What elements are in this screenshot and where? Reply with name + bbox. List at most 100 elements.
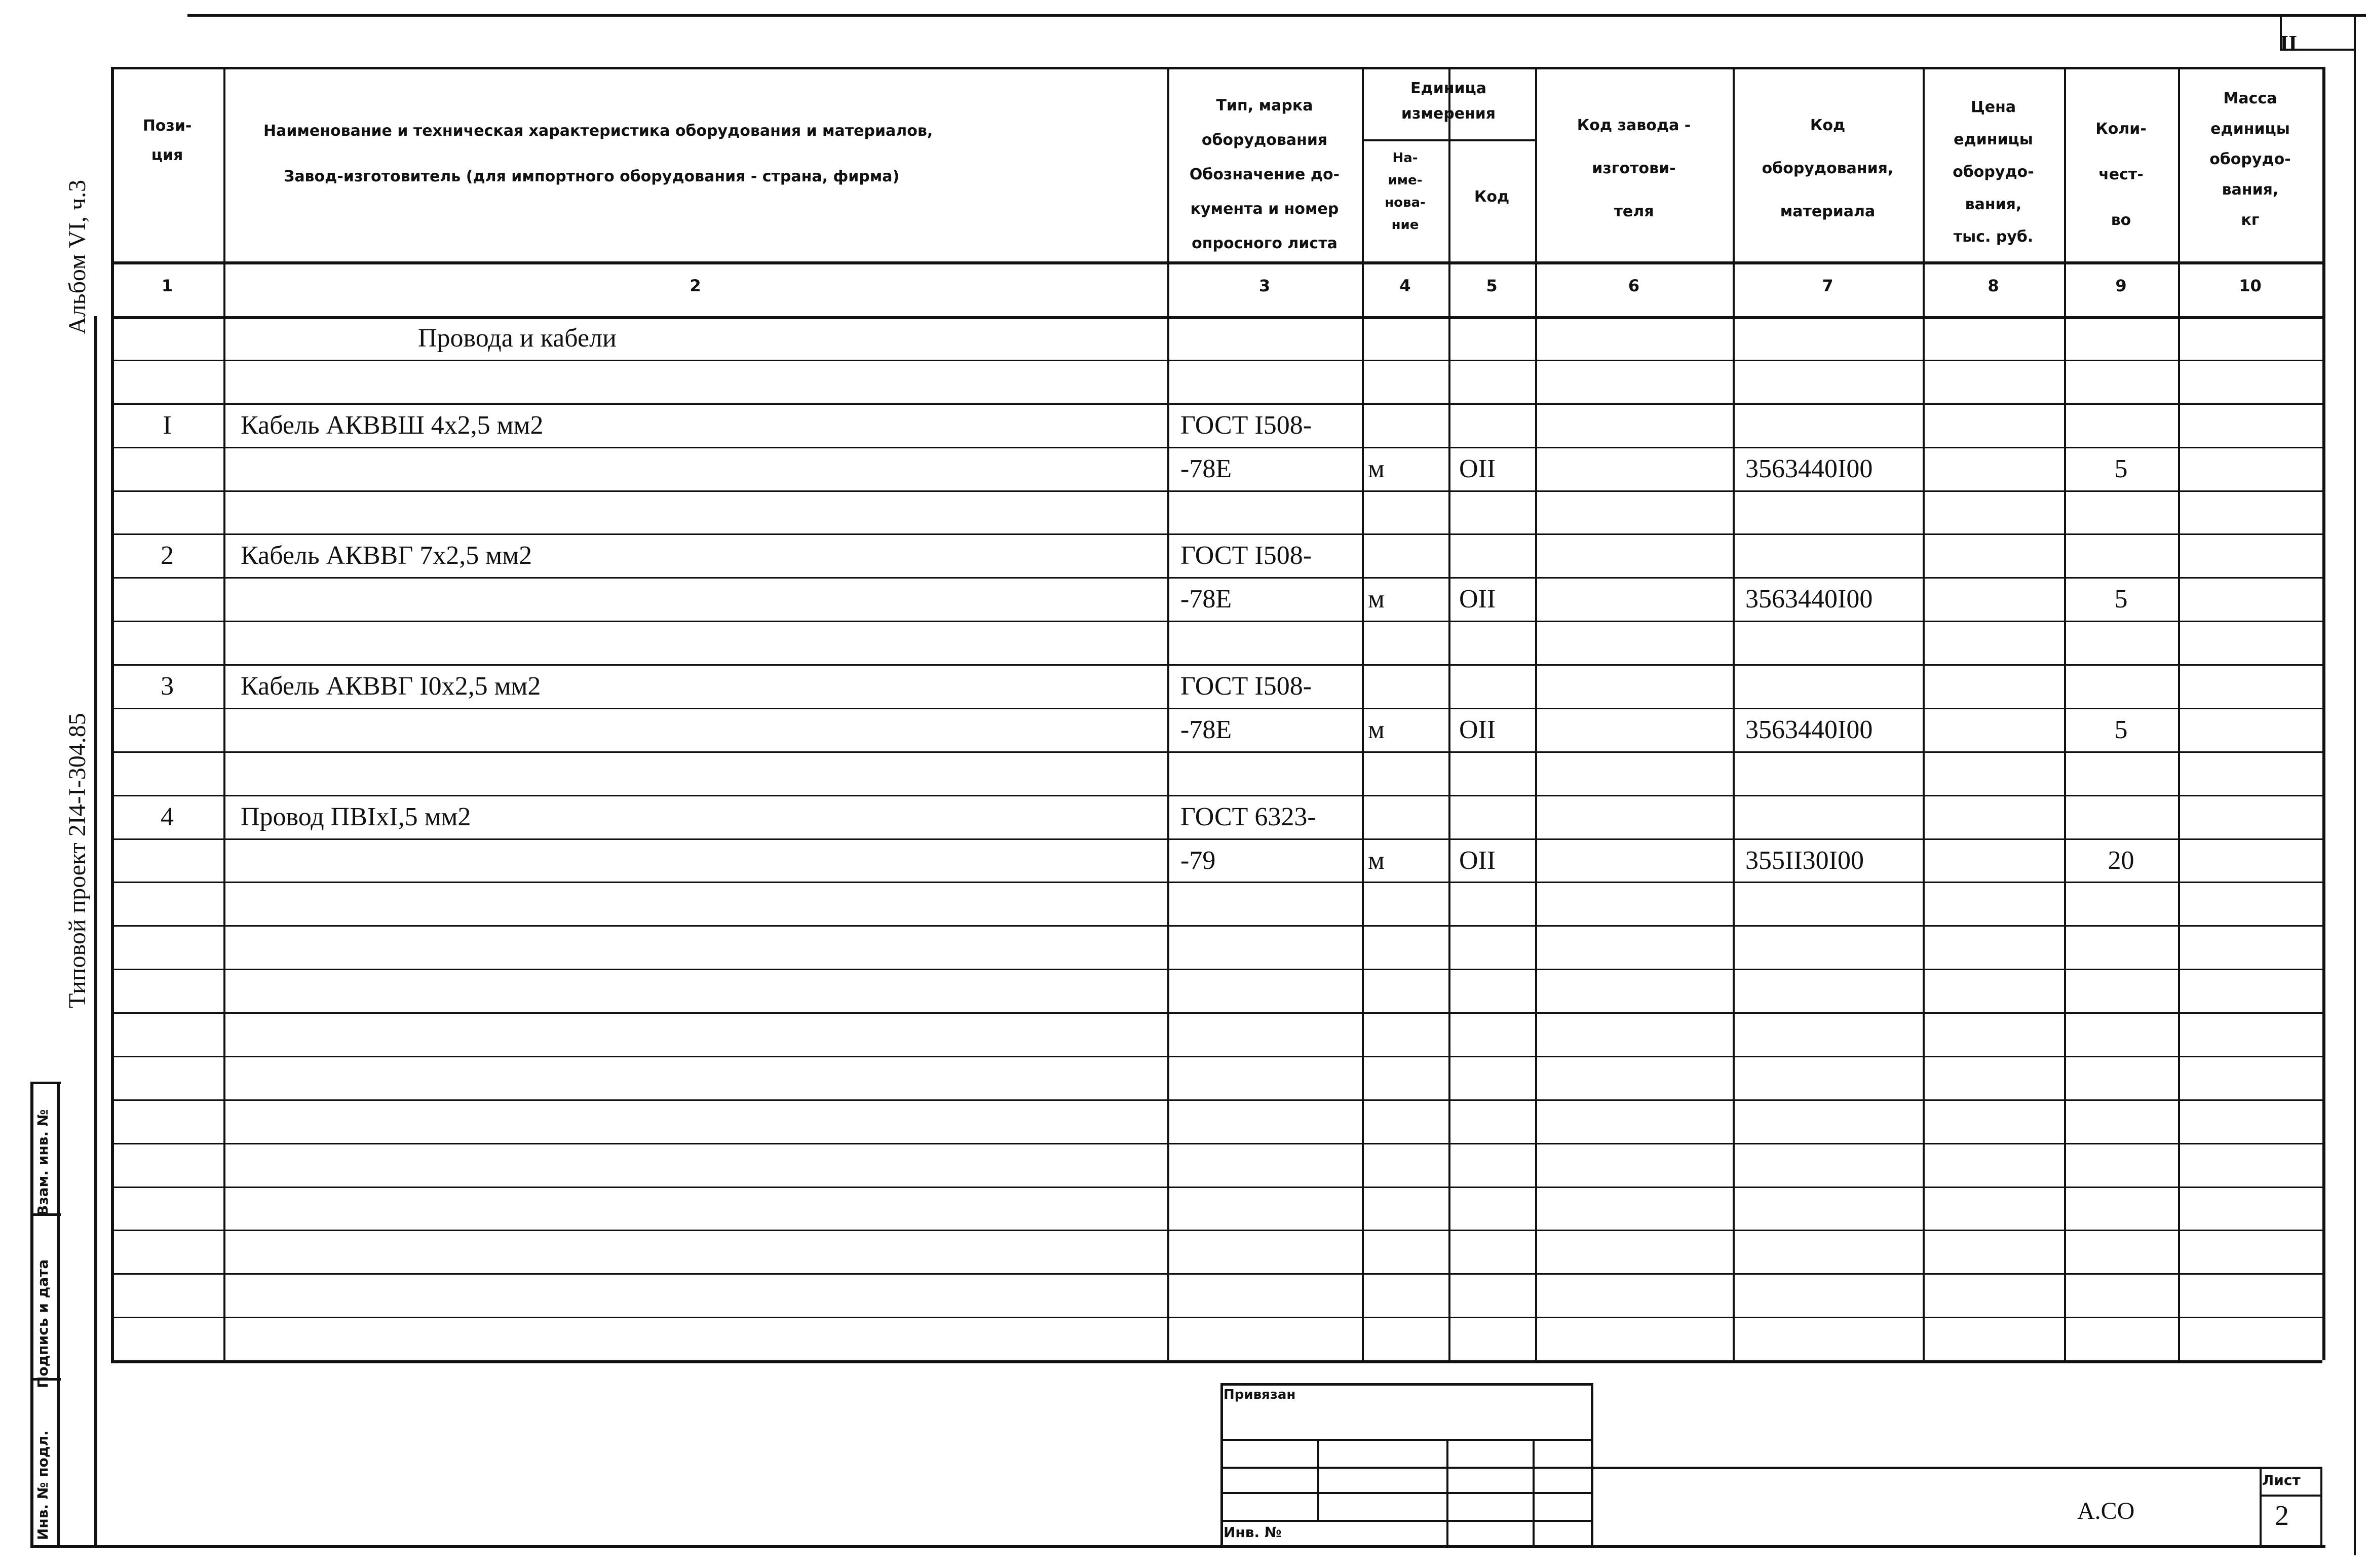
row-line (111, 1230, 2322, 1231)
column-line (111, 67, 114, 1360)
row-line (111, 621, 2322, 622)
item-doc-line2: -78Е (1180, 454, 1232, 483)
item-unit: м (1368, 585, 1385, 614)
row-line (111, 969, 2322, 970)
header-factory-code: Код завода - изготови- теля (1577, 117, 1691, 220)
stamp-inv-no: Инв. № (1224, 1524, 1282, 1541)
row-line (111, 490, 2322, 492)
header-manufacturer: Завод-изготовитель (для импортного обору… (284, 168, 900, 185)
item-unit: м (1368, 846, 1385, 875)
column-number: 4 (1399, 276, 1411, 295)
right-border (2354, 15, 2356, 1555)
column-number: 9 (2115, 276, 2127, 295)
header-unit-name: На- име- нова- ние (1385, 150, 1426, 233)
margin-stamp (30, 1378, 61, 1381)
corner-box-line (2280, 49, 2356, 51)
column-line (1733, 67, 1735, 1360)
numbers-bottom (111, 316, 2322, 319)
stamp-line (2260, 1495, 2322, 1497)
stamp-line (1591, 1383, 1593, 1545)
item-unit-code: ОII (1459, 454, 1496, 483)
table-top (111, 67, 2322, 69)
item-equipment-code: 3563440I00 (1745, 715, 1873, 744)
bottom-border (30, 1545, 2325, 1548)
top-border (187, 14, 2366, 17)
stamp-line (1446, 1439, 1448, 1545)
header-equipment-code: Код оборудования, материала (1762, 117, 1894, 220)
column-line (1923, 67, 1925, 1360)
row-line (111, 1273, 2322, 1275)
corner-box-line (2280, 15, 2282, 51)
column-number: 1 (161, 276, 173, 295)
row-line (111, 1099, 2322, 1101)
row-line (111, 795, 2322, 796)
margin-stamp (30, 1082, 33, 1548)
item-quantity: 5 (2114, 454, 2128, 483)
column-line (1167, 67, 1169, 1360)
item-unit-code: ОII (1459, 585, 1496, 614)
row-line (111, 838, 2322, 840)
header-name: Наименование и техническая характеристик… (263, 122, 933, 140)
project-label: Типовой проект 2I4-I-304.85 (64, 713, 91, 1008)
header-quantity: Коли- чест- во (2095, 120, 2147, 229)
row-line (111, 1143, 2322, 1144)
frame-left (94, 316, 97, 1547)
item-position: 4 (161, 802, 174, 831)
stamp-line (1533, 1439, 1535, 1545)
sheet-corner-number: II (2280, 31, 2298, 56)
item-position: 2 (161, 541, 174, 570)
item-doc-line1: ГОСТ 6323- (1180, 802, 1316, 831)
header-price: Цена единицы оборудо- вания, тыс. руб. (1953, 98, 2034, 246)
column-number: 8 (1988, 276, 1999, 295)
item-quantity: 20 (2108, 846, 2134, 875)
item-unit-code: ОII (1459, 715, 1496, 744)
item-unit: м (1368, 715, 1385, 744)
sheet-label: Лист (2262, 1472, 2301, 1488)
row-line (111, 882, 2322, 883)
item-name: Кабель АКВВГ I0х2,5 мм2 (241, 672, 541, 701)
item-position: I (163, 411, 172, 440)
row-line (111, 1056, 2322, 1057)
stamp-line (2260, 1467, 2262, 1545)
item-doc-line1: ГОСТ I508- (1180, 672, 1312, 701)
item-doc-line2: -78Е (1180, 585, 1232, 614)
header-units: Единица измерения (1401, 80, 1496, 123)
column-number: 2 (690, 276, 701, 295)
column-line (2322, 67, 2325, 1360)
sheet-number: 2 (2275, 1500, 2289, 1532)
stamp-line (1220, 1439, 1593, 1441)
header-position: Пози- ция (142, 117, 192, 164)
row-line (111, 1187, 2322, 1188)
column-line (2064, 67, 2066, 1360)
document-code: А.СО (2077, 1498, 2135, 1524)
column-line (223, 67, 225, 1360)
stamp-privyazan: Привязан (1224, 1387, 1296, 1402)
item-name: Кабель АКВВШ 4х2,5 мм2 (241, 411, 544, 440)
item-name: Провод ПВIхI,5 мм2 (241, 802, 471, 831)
column-number: 7 (1822, 276, 1833, 295)
margin-stamp (30, 1213, 61, 1216)
item-name: Кабель АКВВГ 7х2,5 мм2 (241, 541, 532, 570)
column-number: 6 (1628, 276, 1640, 295)
stamp-line (1220, 1383, 1223, 1545)
header-unit-code: Код (1474, 188, 1510, 206)
row-line (111, 1360, 2322, 1363)
item-quantity: 5 (2114, 715, 2128, 744)
column-number: 5 (1486, 276, 1498, 295)
item-equipment-code: 355II30I00 (1745, 846, 1864, 875)
row-line (111, 1317, 2322, 1318)
header-type: Тип, марка оборудования Обозначение до- … (1189, 97, 1340, 252)
item-doc-line1: ГОСТ I508- (1180, 411, 1312, 440)
section-title: Провода и кабели (418, 324, 617, 353)
item-position: 3 (161, 672, 174, 701)
row-line (111, 1012, 2322, 1014)
header-mass: Масса единицы оборудо- вания, кг (2209, 90, 2291, 229)
row-line (111, 751, 2322, 753)
header-bottom (111, 261, 2322, 264)
item-equipment-code: 3563440I00 (1745, 454, 1873, 483)
row-line (111, 708, 2322, 709)
row-line (111, 533, 2322, 535)
item-quantity: 5 (2114, 585, 2128, 614)
column-line (2178, 67, 2180, 1360)
